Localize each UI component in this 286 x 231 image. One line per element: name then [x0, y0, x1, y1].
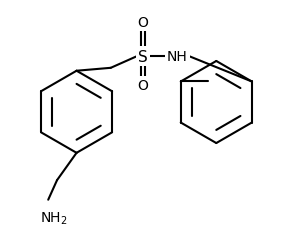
- Text: NH: NH: [167, 50, 188, 64]
- Text: O: O: [138, 79, 148, 93]
- Text: O: O: [138, 16, 148, 30]
- Text: S: S: [138, 49, 148, 64]
- Text: NH$_2$: NH$_2$: [40, 210, 68, 226]
